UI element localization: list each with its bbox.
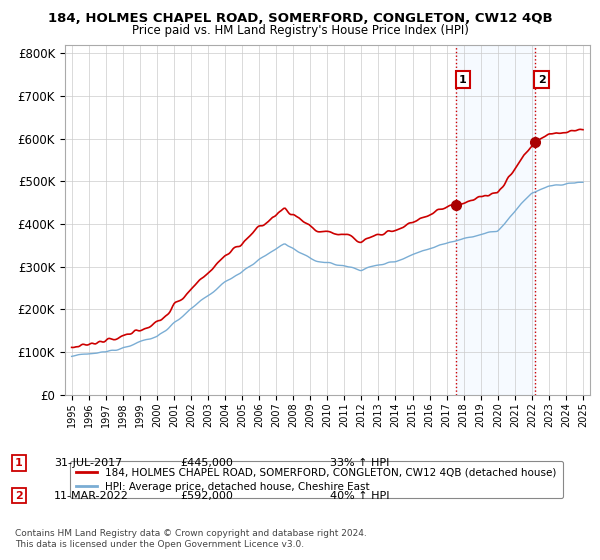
Text: £445,000: £445,000 <box>180 458 233 468</box>
Text: 1: 1 <box>15 458 23 468</box>
Text: 33% ↑ HPI: 33% ↑ HPI <box>330 458 389 468</box>
Text: 1: 1 <box>459 75 467 85</box>
Text: 11-MAR-2022: 11-MAR-2022 <box>54 491 129 501</box>
Legend: 184, HOLMES CHAPEL ROAD, SOMERFORD, CONGLETON, CW12 4QB (detached house), HPI: A: 184, HOLMES CHAPEL ROAD, SOMERFORD, CONG… <box>70 461 563 498</box>
Text: 2: 2 <box>15 491 23 501</box>
Text: 184, HOLMES CHAPEL ROAD, SOMERFORD, CONGLETON, CW12 4QB: 184, HOLMES CHAPEL ROAD, SOMERFORD, CONG… <box>47 12 553 25</box>
Text: 31-JUL-2017: 31-JUL-2017 <box>54 458 122 468</box>
Text: Contains HM Land Registry data © Crown copyright and database right 2024.
This d: Contains HM Land Registry data © Crown c… <box>15 529 367 549</box>
Bar <box>457 45 535 395</box>
Text: 40% ↑ HPI: 40% ↑ HPI <box>330 491 389 501</box>
Text: 2: 2 <box>538 75 545 85</box>
Text: £592,000: £592,000 <box>180 491 233 501</box>
Text: Price paid vs. HM Land Registry's House Price Index (HPI): Price paid vs. HM Land Registry's House … <box>131 24 469 36</box>
